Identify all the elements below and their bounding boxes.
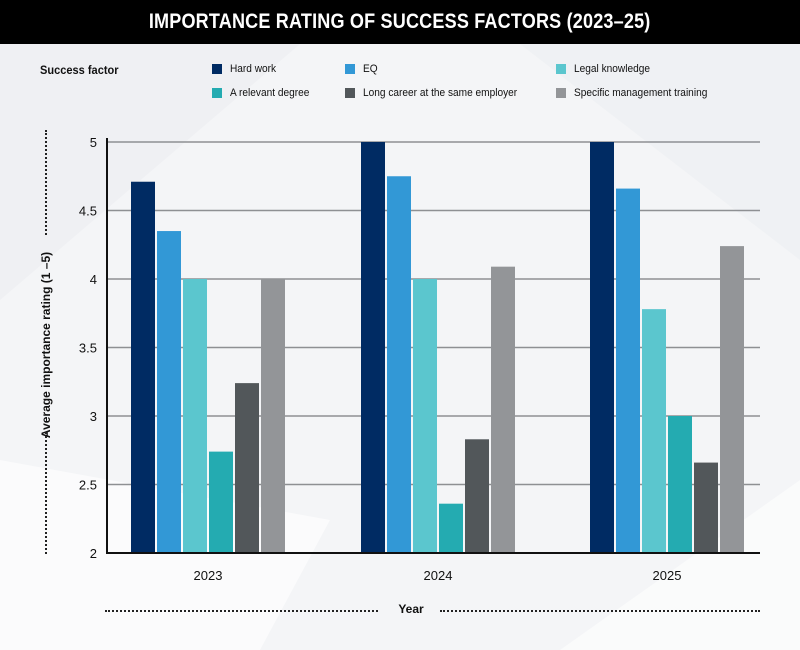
- bar: [668, 416, 692, 553]
- x-axis-label: Year: [398, 602, 424, 616]
- bar: [616, 188, 640, 553]
- legend-swatch: [212, 64, 222, 74]
- legend-swatch: [212, 88, 222, 98]
- bar: [642, 309, 666, 553]
- y-tick-label: 2: [90, 546, 97, 561]
- legend-swatch: [556, 88, 566, 98]
- legend-item: EQ: [345, 63, 379, 75]
- bar: [157, 231, 181, 554]
- legend-swatch: [345, 64, 355, 74]
- bar: [590, 142, 614, 553]
- bar: [387, 176, 411, 553]
- legend-label: Hard work: [230, 63, 277, 75]
- bar: [439, 503, 463, 553]
- legend-item: Specific management training: [556, 87, 719, 99]
- legend-item: A relevant degree: [212, 87, 316, 99]
- legend-swatch: [556, 64, 566, 74]
- legend-label: EQ: [363, 63, 378, 75]
- y-tick-label: 3: [90, 409, 97, 424]
- bar: [183, 279, 207, 553]
- bar: [209, 451, 233, 553]
- legend-title: Success factor: [40, 63, 119, 77]
- y-tick-label: 3.5: [79, 341, 97, 356]
- y-axis-dotted-line-top: [45, 130, 47, 235]
- y-axis-dotted-line-bottom: [45, 432, 47, 554]
- bar: [720, 246, 744, 553]
- chart-title: IMPORTANCE RATING OF SUCCESS FACTORS (20…: [0, 0, 800, 44]
- legend-label: Legal knowledge: [574, 63, 650, 75]
- legend-item: Hard work: [212, 63, 280, 75]
- x-axis-dotted-line-left: [105, 610, 378, 612]
- x-tick-label: 2025: [653, 568, 682, 583]
- bar: [465, 439, 489, 553]
- chart-title-text: IMPORTANCE RATING OF SUCCESS FACTORS (20…: [149, 10, 651, 33]
- legend-label: Long career at the same employer: [363, 87, 518, 99]
- x-axis-dotted-line-right: [440, 610, 760, 612]
- y-tick-label: 5: [90, 135, 97, 150]
- x-tick-label: 2024: [424, 568, 453, 583]
- bar: [361, 142, 385, 553]
- bar: [235, 383, 259, 553]
- bar: [491, 266, 515, 553]
- y-tick-label: 2.5: [79, 478, 97, 493]
- x-tick-label: 2023: [194, 568, 223, 583]
- legend-label: A relevant degree: [230, 87, 310, 99]
- legend-item: Legal knowledge: [556, 63, 657, 75]
- y-tick-label: 4: [90, 272, 97, 287]
- bar: [694, 462, 718, 553]
- legend-item: Long career at the same employer: [345, 87, 531, 99]
- bar: [131, 181, 155, 554]
- y-tick-label: 4.5: [79, 204, 97, 219]
- bar: [413, 279, 437, 553]
- bar: [261, 279, 285, 553]
- legend-label: Specific management training: [574, 87, 708, 99]
- legend-swatch: [345, 88, 355, 98]
